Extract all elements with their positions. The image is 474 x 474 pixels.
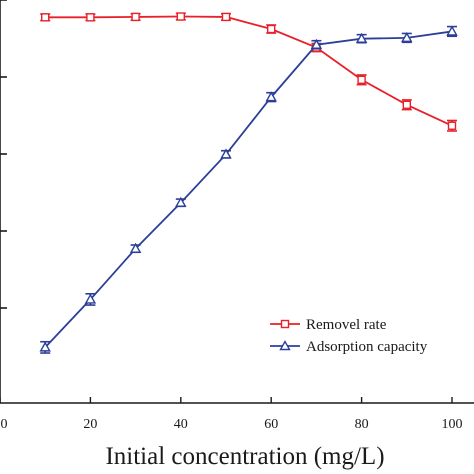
data-point (355, 32, 368, 43)
x-axis-title: Initial concentration (mg/L) (105, 443, 384, 470)
x-tick-label-2: 40 (174, 417, 188, 432)
data-point (175, 196, 187, 207)
legend-item-1: Adsorption capacity (270, 339, 428, 355)
data-point (221, 12, 231, 22)
data-point (447, 121, 457, 130)
data-point (402, 100, 411, 109)
axes (0, 0, 474, 404)
x-axis-ticks: 0 20 40 60 80 100 (0, 397, 463, 432)
data-point (176, 12, 186, 21)
y-axis-ticks (0, 0, 7, 309)
series-layer (39, 12, 458, 354)
series-line-1 (44, 30, 453, 349)
series-line-0 (45, 15, 453, 127)
legend-marker-square (280, 319, 290, 329)
data-point (267, 24, 276, 34)
series-0 (40, 12, 457, 132)
data-point (310, 38, 323, 49)
x-tick-label-3: 60 (264, 417, 278, 432)
data-point (265, 91, 277, 102)
x-tick-label-5: 100 (442, 417, 463, 432)
x-tick-label-4: 80 (355, 417, 369, 432)
x-tick-label-0: 0 (1, 417, 8, 432)
legend-label: Adsorption capacity (306, 339, 428, 355)
data-point (84, 293, 97, 304)
data-point (401, 31, 413, 43)
legend: Removel rate Adsorption capacity (270, 317, 428, 355)
legend-label: Removel rate (306, 317, 387, 333)
data-point (446, 25, 458, 36)
data-point (41, 13, 50, 22)
data-point (39, 341, 51, 352)
data-point (220, 148, 232, 159)
data-point (86, 13, 95, 22)
series-1 (39, 25, 458, 354)
data-point (131, 12, 140, 22)
x-tick-label-1: 20 (83, 417, 97, 432)
data-point (357, 75, 366, 84)
legend-marker-triangle (279, 340, 291, 351)
legend-item-0: Removel rate (270, 317, 387, 333)
data-point (129, 242, 142, 253)
